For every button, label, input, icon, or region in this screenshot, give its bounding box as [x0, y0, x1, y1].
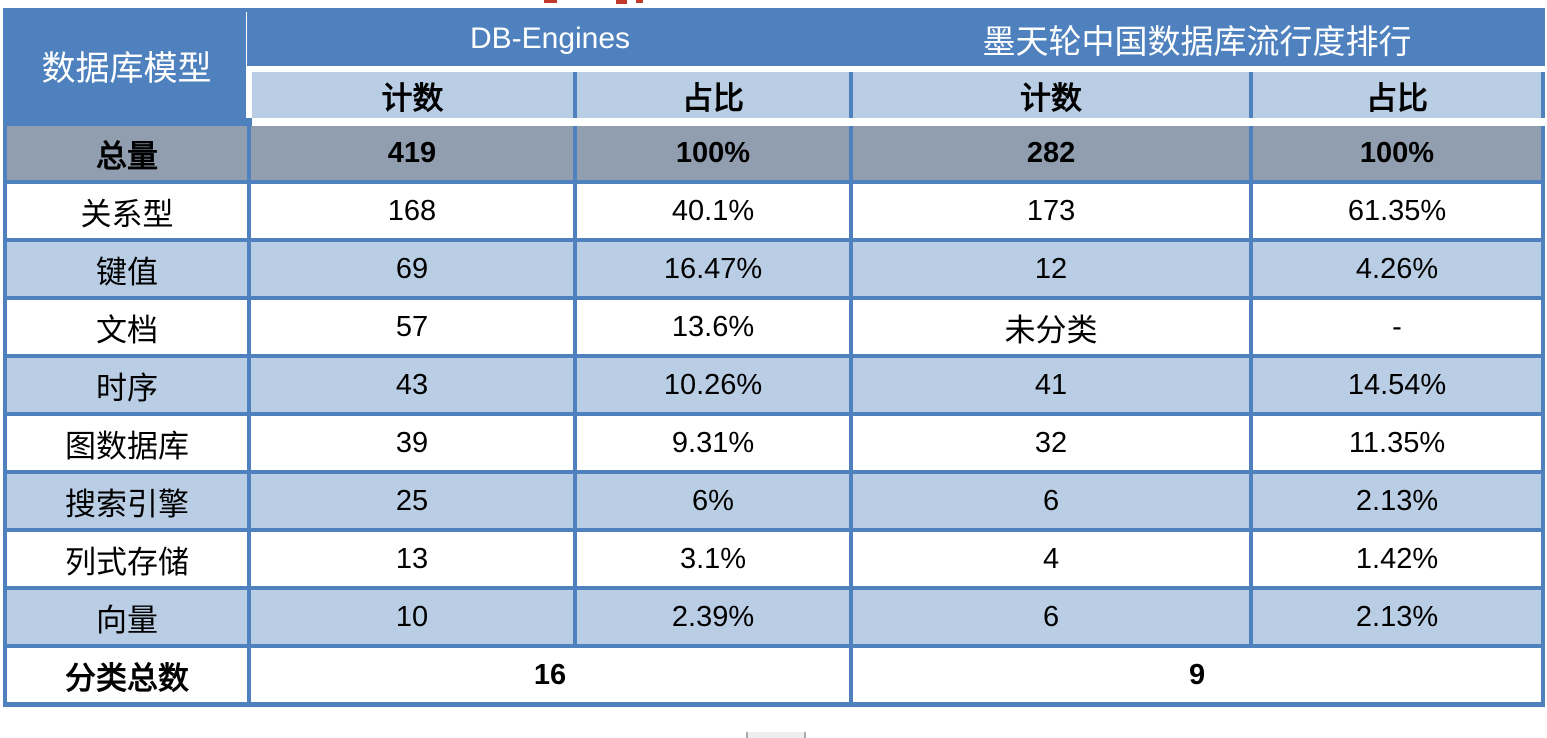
cell-value: 9.31%: [572, 412, 854, 474]
col-header-count-db: 计数: [246, 66, 577, 126]
row-label: 时序: [3, 354, 251, 416]
cell-value: 2.13%: [1249, 470, 1546, 532]
corner-header-database-model: 数据库模型: [3, 8, 251, 126]
cell-value: 100%: [1249, 122, 1546, 184]
cell-value: 57: [247, 296, 577, 358]
row-label: 列式存储: [3, 528, 251, 590]
scrollbar-fragment-artifact: [746, 732, 806, 738]
clipped-red-text-artifact: [616, 0, 627, 4]
clipped-red-text-artifact: [544, 0, 557, 3]
sub-header-row: 计数 占比 计数 占比: [5, 66, 1546, 126]
cell-value: 100%: [572, 122, 854, 184]
row-label: 图数据库: [3, 412, 251, 474]
cell-value: 2.13%: [1249, 586, 1546, 648]
cell-value: 16: [246, 644, 854, 707]
table-row-search-engine: 搜索引擎 25 6% 6 2.13%: [3, 470, 1546, 532]
row-label: 向量: [3, 586, 251, 648]
table-row-relational: 关系型 168 40.1% 173 61.35%: [3, 180, 1546, 242]
table-row-graph: 图数据库 39 9.31% 32 11.35%: [3, 412, 1546, 474]
cell-value: 419: [247, 122, 577, 184]
cell-value: 10: [247, 586, 577, 648]
cell-value: 41: [849, 354, 1254, 416]
cell-value: 4.26%: [1249, 238, 1546, 300]
cell-value: 2.39%: [572, 586, 854, 648]
cell-value: 3.1%: [572, 528, 854, 590]
header-row: 数据库模型 DB-Engines 墨天轮中国数据库流行度排行: [3, 8, 1546, 126]
cell-value: 43: [247, 354, 577, 416]
table-row-vector: 向量 10 2.39% 6 2.13%: [3, 586, 1546, 648]
table-row-columnar: 列式存储 13 3.1% 4 1.42%: [3, 528, 1546, 590]
cell-value: 32: [849, 412, 1254, 474]
group-header-motianlun: 墨天轮中国数据库流行度排行: [849, 8, 1546, 71]
cell-value: 13.6%: [572, 296, 854, 358]
row-label: 总量: [3, 122, 251, 184]
cell-value: 6: [849, 470, 1254, 532]
cell-value: 25: [247, 470, 577, 532]
cell-value: 39: [247, 412, 577, 474]
clipped-red-text-artifact: [636, 0, 643, 3]
cell-value: 12: [849, 238, 1254, 300]
cell-value: 1.42%: [1249, 528, 1546, 590]
cell-value: 未分类: [849, 296, 1254, 358]
table-row-key-value: 键值 69 16.47% 12 4.26%: [3, 238, 1546, 300]
cell-value: -: [1249, 296, 1546, 358]
cell-value: 40.1%: [572, 180, 854, 242]
group-header-db-engines: DB-Engines: [246, 8, 854, 71]
cell-value: 16.47%: [572, 238, 854, 300]
cell-value: 4: [849, 528, 1254, 590]
cell-value: 14.54%: [1249, 354, 1546, 416]
table-row-time-series: 时序 43 10.26% 41 14.54%: [3, 354, 1546, 416]
cell-value: 61.35%: [1249, 180, 1546, 242]
cell-value: 69: [247, 238, 577, 300]
row-label: 关系型: [3, 180, 251, 242]
row-label: 文档: [3, 296, 251, 358]
cell-value: 10.26%: [572, 354, 854, 416]
table-row-category-total: 分类总数 16 9: [3, 644, 1546, 707]
database-model-comparison-table: 数据库模型 DB-Engines 墨天轮中国数据库流行度排行 计数 占比 计数 …: [3, 8, 1546, 707]
cell-value: 11.35%: [1249, 412, 1546, 474]
cell-value: 13: [247, 528, 577, 590]
cell-value: 282: [849, 122, 1254, 184]
col-header-share-db: 占比: [572, 66, 854, 126]
cell-value: 6%: [572, 470, 854, 532]
table-row-document: 文档 57 13.6% 未分类 -: [3, 296, 1546, 358]
cell-value: 173: [849, 180, 1254, 242]
table-row-total: 总量 419 100% 282 100%: [3, 122, 1546, 184]
cell-value: 6: [849, 586, 1254, 648]
col-header-share-mtl: 占比: [1249, 66, 1546, 126]
col-header-count-mtl: 计数: [849, 66, 1254, 126]
row-label: 搜索引擎: [3, 470, 251, 532]
cell-value: 168: [247, 180, 577, 242]
cell-value: 9: [849, 644, 1546, 707]
row-label: 分类总数: [3, 644, 251, 707]
row-label: 键值: [3, 238, 251, 300]
